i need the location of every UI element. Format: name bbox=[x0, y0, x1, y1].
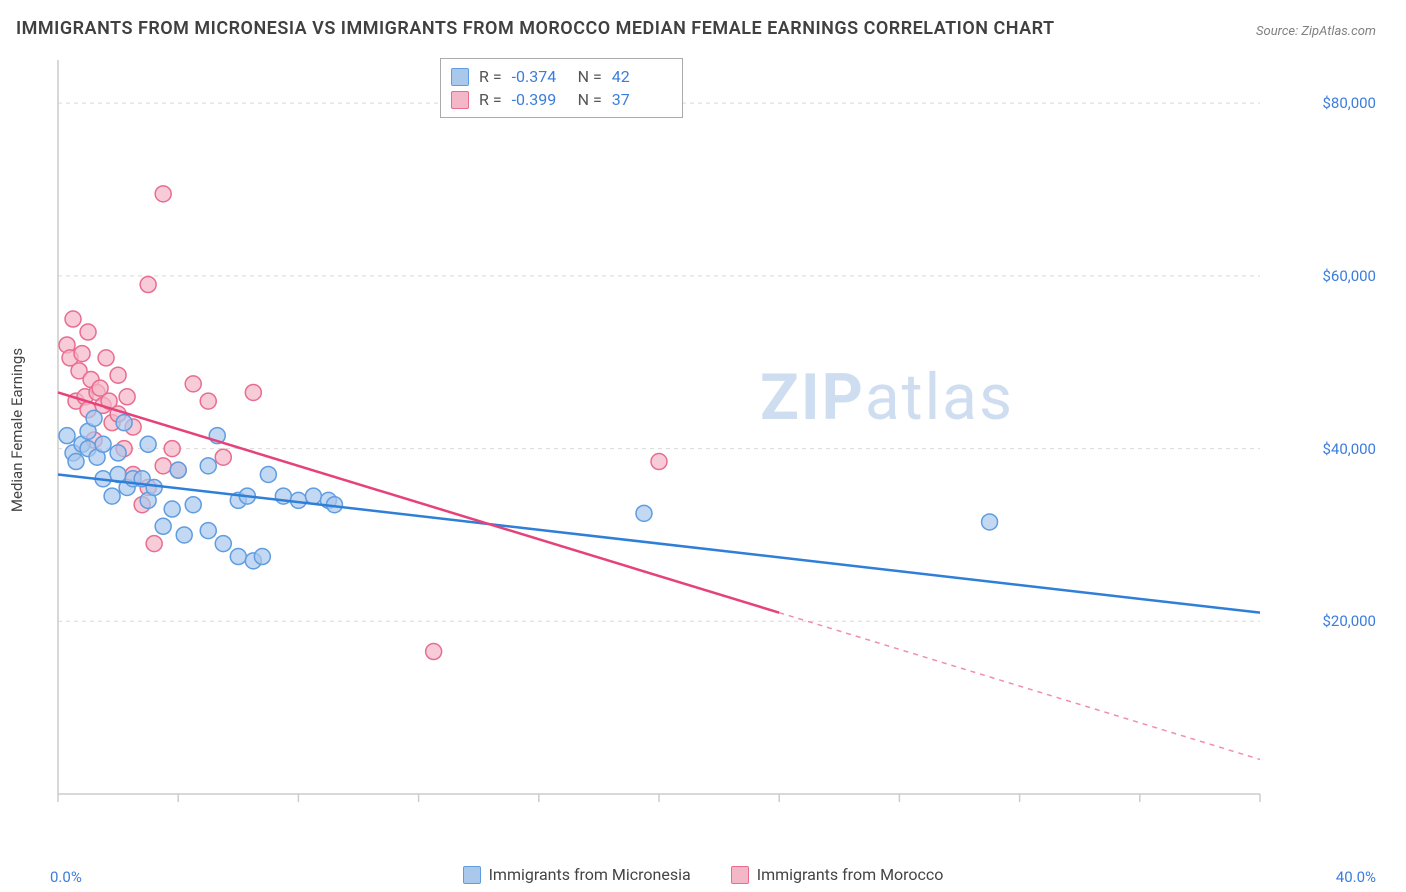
swatch-morocco bbox=[451, 91, 469, 109]
correlation-legend: R =-0.374 N =42 R =-0.399 N =37 bbox=[440, 58, 683, 118]
legend-label: Immigrants from Micronesia bbox=[489, 865, 691, 884]
y-axis-label: Median Female Earnings bbox=[8, 348, 26, 512]
legend-item-morocco: Immigrants from Morocco bbox=[731, 865, 944, 884]
y-tick-label: $40,000 bbox=[1322, 440, 1376, 458]
series-legend: Immigrants from Micronesia Immigrants fr… bbox=[0, 865, 1406, 884]
y-tick-label: $60,000 bbox=[1322, 267, 1376, 285]
swatch-micronesia bbox=[463, 866, 481, 884]
plot-svg bbox=[50, 54, 1320, 834]
legend-label: Immigrants from Morocco bbox=[757, 865, 944, 884]
legend-item-micronesia: Immigrants from Micronesia bbox=[463, 865, 691, 884]
chart-title: IMMIGRANTS FROM MICRONESIA VS IMMIGRANTS… bbox=[16, 18, 1055, 39]
stats-row-micronesia: R =-0.374 N =42 bbox=[451, 65, 668, 88]
watermark: ZIPatlas bbox=[760, 360, 1014, 435]
source-attribution: Source: ZipAtlas.com bbox=[1256, 24, 1376, 39]
y-tick-label: $80,000 bbox=[1322, 94, 1376, 112]
swatch-morocco bbox=[731, 866, 749, 884]
swatch-micronesia bbox=[451, 68, 469, 86]
scatter-plot bbox=[50, 54, 1320, 834]
stats-row-morocco: R =-0.399 N =37 bbox=[451, 88, 668, 111]
y-tick-label: $20,000 bbox=[1322, 612, 1376, 630]
